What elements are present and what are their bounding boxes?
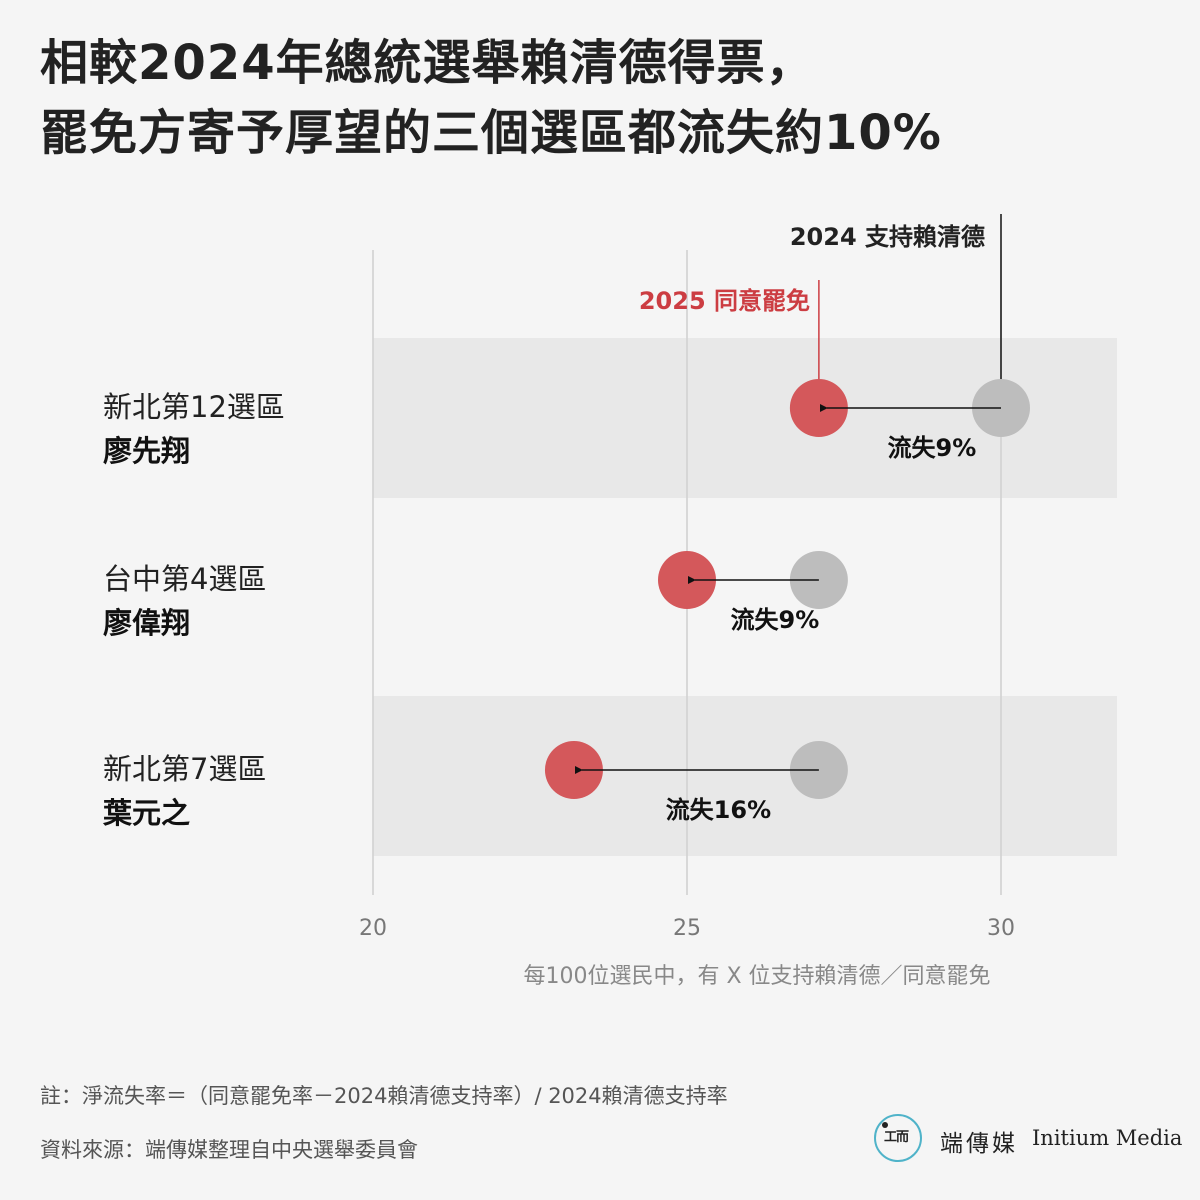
x-axis-label: 每100位選民中，有 X 位支持賴清德／同意罷免: [523, 964, 990, 989]
loss-label: 流失9%: [888, 434, 977, 462]
initium-logo-icon: 工而: [874, 1114, 922, 1162]
x-tick-label: 20: [359, 916, 387, 941]
brand-logo[interactable]: 工而 端傳媒 Initium Media: [874, 1112, 1182, 1168]
legend-recall-2025: 2025 同意罷免: [639, 287, 810, 315]
x-tick-label: 30: [987, 916, 1015, 941]
candidate-label: 葉元之: [102, 796, 190, 830]
candidate-label: 廖先翔: [103, 434, 190, 468]
district-label: 新北第7選區: [103, 752, 266, 786]
footnote: 註：淨流失率＝（同意罷免率－2024賴清德支持率）/ 2024賴清德支持率: [40, 1084, 728, 1108]
title-line-2: 罷免方寄予厚望的三個選區都流失約10%: [40, 105, 942, 161]
district-label: 新北第12選區: [103, 390, 285, 424]
district-label: 台中第4選區: [103, 562, 266, 596]
logo-dot: [882, 1122, 888, 1128]
brand-name-zh: 端傳媒: [940, 1131, 1018, 1157]
logo-glyph: 工而: [884, 1130, 909, 1145]
loss-label: 流失9%: [731, 606, 820, 634]
x-tick-label: 25: [673, 916, 701, 941]
loss-label: 流失16%: [666, 796, 771, 824]
data-source: 資料來源：端傳媒整理自中央選舉委員會: [40, 1138, 418, 1162]
recall-2025-dot: [789, 379, 848, 437]
legend-support-2024: 2024 支持賴清德: [790, 223, 985, 251]
chart-title: 相較2024年總統選舉賴清德得票， 罷免方寄予厚望的三個選區都流失約10%: [40, 28, 1160, 168]
recall-2025-dot: [544, 741, 603, 799]
title-line-1: 相較2024年總統選舉賴清德得票，: [40, 35, 815, 91]
candidate-label: 廖偉翔: [103, 606, 190, 640]
brand-name-en: Initium Media: [1032, 1126, 1183, 1150]
recall-2025-dot: [658, 551, 716, 609]
row-band: [373, 696, 1117, 856]
